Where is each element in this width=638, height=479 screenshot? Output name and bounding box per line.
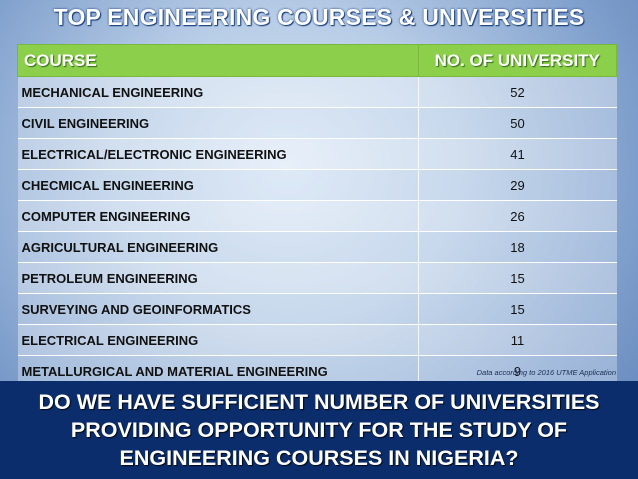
table-row: ELECTRICAL ENGINEERING 11 — [17, 324, 617, 356]
university-count: 41 — [417, 138, 617, 170]
banner-line: ENGINEERING COURSES IN NIGERIA? — [119, 446, 519, 470]
course-name: AGRICULTURAL ENGINEERING — [17, 231, 418, 263]
university-count: 52 — [417, 76, 617, 108]
data-source-footnote: Data according to 2016 UTME Application — [476, 368, 616, 377]
table-row: AGRICULTURAL ENGINEERING 18 — [17, 231, 617, 263]
course-name: CIVIL ENGINEERING — [17, 107, 418, 139]
table-row: CHECMICAL ENGINEERING 29 — [17, 169, 617, 201]
course-name: SURVEYING AND GEOINFORMATICS — [17, 293, 418, 325]
page-title: TOP ENGINEERING COURSES & UNIVERSITIES — [53, 4, 585, 30]
banner-line: PROVIDING OPPORTUNITY FOR THE STUDY OF — [70, 418, 568, 442]
table-row: PETROLEUM ENGINEERING 15 — [17, 262, 617, 294]
courses-table: COURSE NO. OF UNIVERSITY MECHANICAL ENGI… — [17, 44, 617, 387]
table-header-row: COURSE NO. OF UNIVERSITY — [17, 44, 617, 77]
table-row: CIVIL ENGINEERING 50 — [17, 107, 617, 139]
table-row: ELECTRICAL/ELECTRONIC ENGINEERING 41 — [17, 138, 617, 170]
university-count: 11 — [417, 324, 617, 356]
university-count: 50 — [417, 107, 617, 139]
question-banner: DO WE HAVE SUFFICIENT NUMBER OF UNIVERSI… — [0, 381, 638, 479]
university-count: 15 — [417, 262, 617, 294]
table-row: SURVEYING AND GEOINFORMATICS 15 — [17, 293, 617, 325]
banner-line: DO WE HAVE SUFFICIENT NUMBER OF UNIVERSI… — [38, 390, 600, 414]
course-name: PETROLEUM ENGINEERING — [17, 262, 418, 294]
university-count: 15 — [417, 293, 617, 325]
course-name: ELECTRICAL ENGINEERING — [17, 324, 418, 356]
column-header-course: COURSE — [17, 44, 419, 77]
column-header-university-count: NO. OF UNIVERSITY — [417, 44, 617, 77]
university-count: 29 — [417, 169, 617, 201]
course-name: COMPUTER ENGINEERING — [17, 200, 418, 232]
course-name: MECHANICAL ENGINEERING — [17, 76, 418, 108]
university-count: 26 — [417, 200, 617, 232]
university-count: 18 — [417, 231, 617, 263]
table-row: COMPUTER ENGINEERING 26 — [17, 200, 617, 232]
course-name: CHECMICAL ENGINEERING — [17, 169, 418, 201]
table-row: MECHANICAL ENGINEERING 52 — [17, 76, 617, 108]
course-name: ELECTRICAL/ELECTRONIC ENGINEERING — [17, 138, 418, 170]
